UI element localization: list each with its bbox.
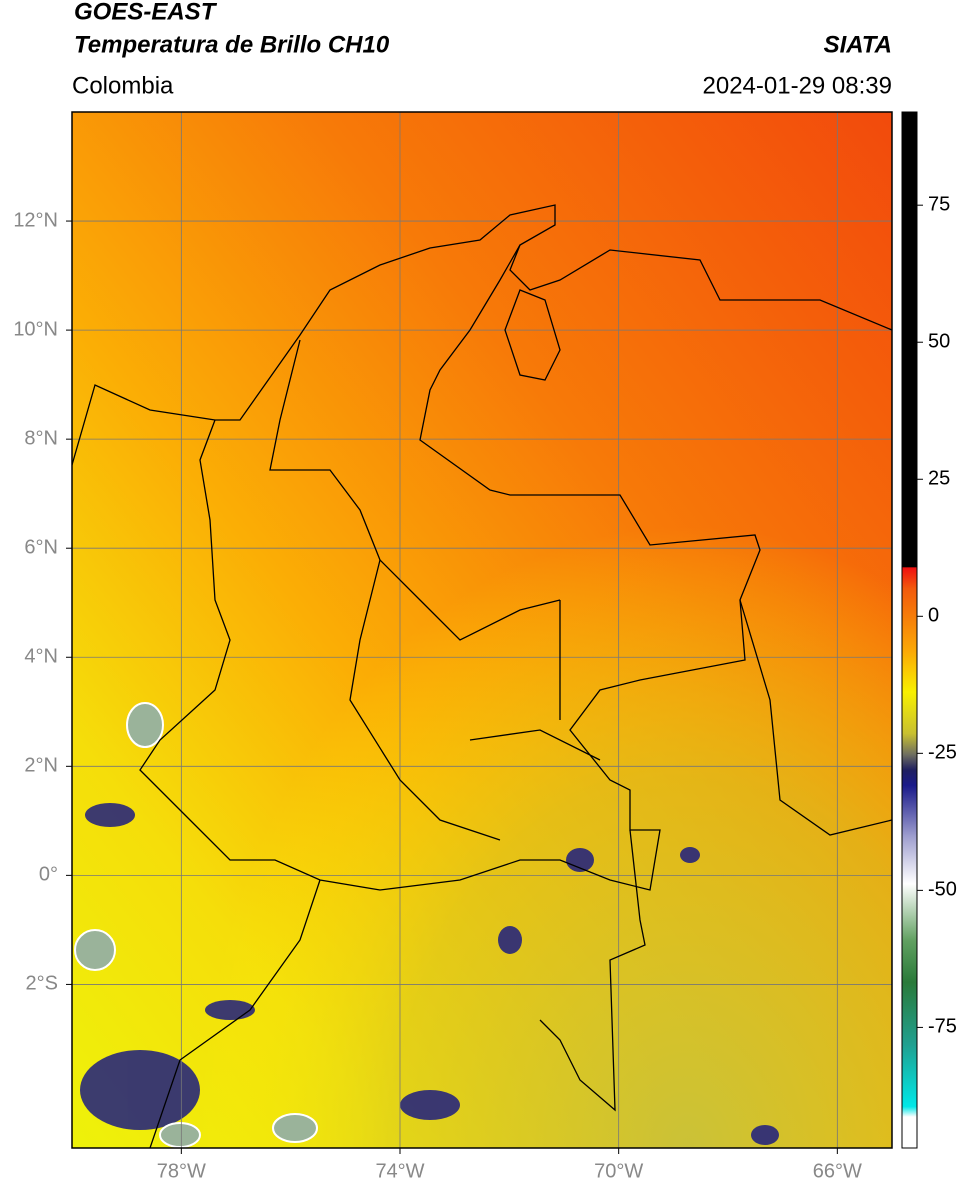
colorbar-tick-label: 0 (928, 605, 939, 627)
timestamp: 2024-01-29 08:39 (703, 72, 893, 99)
colorbar-tick-label: 50 (928, 331, 950, 353)
y-tick-label: 8°N (24, 427, 58, 449)
y-tick-label: 10°N (13, 318, 58, 340)
title: GOES-EAST (74, 0, 218, 25)
y-tick-label: 0° (39, 864, 58, 886)
subtitle: Temperatura de Brillo CH10 (74, 31, 390, 58)
colorbar-tick-label: -50 (928, 879, 957, 901)
y-tick-label: 6°N (24, 536, 58, 558)
colorbar-tick-label: 75 (928, 193, 950, 215)
colorbar-tick-label: -25 (928, 742, 957, 764)
x-tick-label: 74°W (375, 1160, 424, 1182)
x-tick-label: 66°W (813, 1160, 862, 1182)
y-tick-label: 2°S (26, 973, 58, 995)
colorbar-tick-label: 25 (928, 468, 950, 490)
borders (72, 204, 892, 1148)
y-tick-label: 2°N (24, 755, 58, 777)
x-tick-label: 70°W (594, 1160, 643, 1182)
source: SIATA (824, 31, 892, 58)
y-tick-label: 4°N (24, 646, 58, 668)
colorbar (901, 111, 918, 1149)
region: Colombia (72, 72, 174, 99)
x-tick-label: 78°W (157, 1160, 206, 1182)
y-tick-label: 12°N (13, 209, 58, 231)
satellite-image (72, 112, 892, 1148)
map-frame (71, 111, 893, 1149)
colorbar-tick-label: -75 (928, 1016, 957, 1038)
